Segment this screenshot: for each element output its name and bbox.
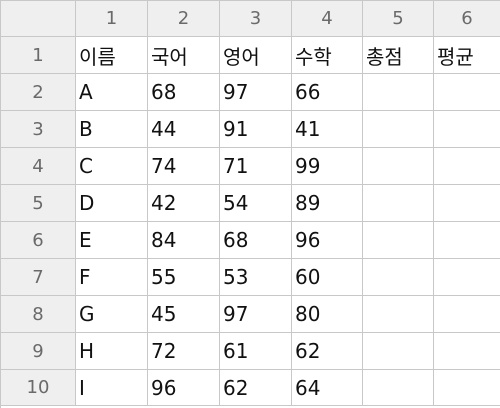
row-header[interactable]: 5	[1, 185, 76, 222]
cell[interactable]: E	[76, 222, 148, 259]
cell[interactable]: 66	[292, 74, 363, 111]
column-header[interactable]: 1	[76, 1, 148, 37]
cell[interactable]: 68	[220, 222, 292, 259]
cell[interactable]: 평균	[434, 37, 500, 74]
cell[interactable]	[434, 111, 500, 148]
cell[interactable]: 99	[292, 148, 363, 185]
cell[interactable]: 89	[292, 185, 363, 222]
cell[interactable]	[434, 185, 500, 222]
row-header[interactable]: 10	[1, 370, 76, 406]
column-header[interactable]: 5	[363, 1, 434, 37]
cell[interactable]: A	[76, 74, 148, 111]
cell[interactable]: 62	[292, 333, 363, 370]
cell[interactable]: 84	[148, 222, 220, 259]
cell[interactable]: 91	[220, 111, 292, 148]
row-header[interactable]: 1	[1, 37, 76, 74]
cell[interactable]: 62	[220, 370, 292, 406]
cell[interactable]	[434, 74, 500, 111]
cell[interactable]: 45	[148, 296, 220, 333]
cell[interactable]	[434, 259, 500, 296]
cell[interactable]: 72	[148, 333, 220, 370]
row-header[interactable]: 7	[1, 259, 76, 296]
cell[interactable]: 74	[148, 148, 220, 185]
cell[interactable]: 68	[148, 74, 220, 111]
cell[interactable]	[363, 222, 434, 259]
row-header[interactable]: 9	[1, 333, 76, 370]
cell[interactable]	[434, 222, 500, 259]
cell[interactable]: 총점	[363, 37, 434, 74]
cell[interactable]: C	[76, 148, 148, 185]
cell[interactable]	[363, 296, 434, 333]
cell[interactable]: 80	[292, 296, 363, 333]
cell[interactable]: B	[76, 111, 148, 148]
cell[interactable]	[363, 185, 434, 222]
cell[interactable]: 71	[220, 148, 292, 185]
cell[interactable]	[363, 148, 434, 185]
cell[interactable]: 영어	[220, 37, 292, 74]
cell[interactable]	[434, 148, 500, 185]
cell[interactable]: 53	[220, 259, 292, 296]
row-header[interactable]: 6	[1, 222, 76, 259]
cell[interactable]	[434, 296, 500, 333]
cell[interactable]: 44	[148, 111, 220, 148]
cell[interactable]	[434, 333, 500, 370]
cell[interactable]: 96	[292, 222, 363, 259]
cell[interactable]	[363, 259, 434, 296]
row-header[interactable]: 2	[1, 74, 76, 111]
cell[interactable]: 41	[292, 111, 363, 148]
cell[interactable]	[363, 74, 434, 111]
cell[interactable]: I	[76, 370, 148, 406]
cell[interactable]: 97	[220, 296, 292, 333]
cell[interactable]: F	[76, 259, 148, 296]
cell[interactable]: D	[76, 185, 148, 222]
cell[interactable]: H	[76, 333, 148, 370]
cell[interactable]	[434, 370, 500, 406]
cell[interactable]	[363, 111, 434, 148]
cell[interactable]: G	[76, 296, 148, 333]
cell[interactable]: 이름	[76, 37, 148, 74]
cell[interactable]: 42	[148, 185, 220, 222]
cell[interactable]: 55	[148, 259, 220, 296]
row-header[interactable]: 4	[1, 148, 76, 185]
cell[interactable]: 64	[292, 370, 363, 406]
row-header[interactable]: 8	[1, 296, 76, 333]
cell[interactable]: 수학	[292, 37, 363, 74]
cell[interactable]	[363, 370, 434, 406]
column-header[interactable]: 4	[292, 1, 363, 37]
cell[interactable]	[363, 333, 434, 370]
column-header[interactable]: 3	[220, 1, 292, 37]
cell[interactable]: 60	[292, 259, 363, 296]
select-all-corner[interactable]	[1, 1, 76, 37]
column-header[interactable]: 6	[434, 1, 500, 37]
cell[interactable]: 61	[220, 333, 292, 370]
column-header[interactable]: 2	[148, 1, 220, 37]
cell[interactable]: 97	[220, 74, 292, 111]
cell[interactable]: 54	[220, 185, 292, 222]
cell[interactable]: 96	[148, 370, 220, 406]
cell[interactable]: 국어	[148, 37, 220, 74]
row-header[interactable]: 3	[1, 111, 76, 148]
